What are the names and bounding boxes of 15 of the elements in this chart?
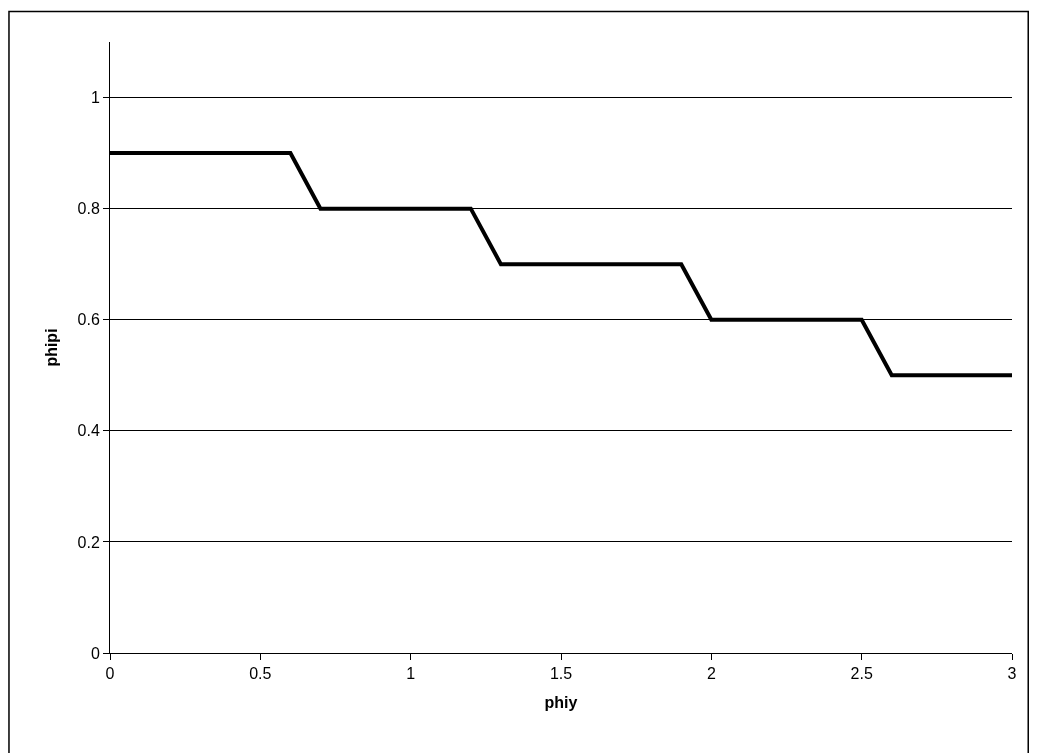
y-axis-title: phipi [43, 328, 61, 367]
y-tick-label: 0.6 [77, 311, 100, 329]
x-tick-label: 0.5 [249, 665, 272, 683]
x-tick-label: 0 [105, 665, 115, 683]
y-tick-label: 1 [90, 89, 100, 107]
y-tick-label: 0.4 [77, 422, 100, 440]
x-tick-label: 1.5 [549, 665, 573, 683]
y-tick-label: 0.2 [77, 533, 100, 551]
x-axis-title: phiy [544, 693, 578, 711]
y-tick-label: 0.8 [77, 200, 100, 218]
x-tick-label: 2 [706, 665, 716, 683]
x-tick-label: 1 [406, 665, 416, 683]
x-tick-label: 3 [1007, 665, 1017, 683]
y-tick-label: 0 [90, 644, 100, 662]
x-tick-label: 2.5 [850, 665, 873, 683]
